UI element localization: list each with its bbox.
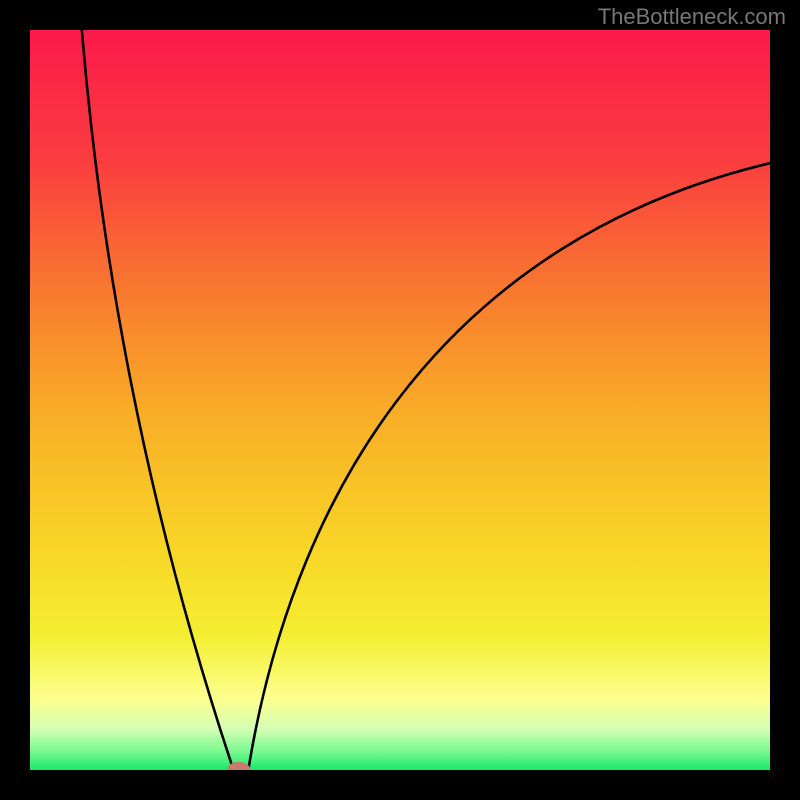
chart-stage: TheBottleneck.com: [0, 0, 800, 800]
watermark-text: TheBottleneck.com: [598, 4, 786, 30]
gradient-background: [30, 30, 770, 770]
plot-svg: [30, 30, 770, 770]
plot-area: [30, 30, 770, 770]
